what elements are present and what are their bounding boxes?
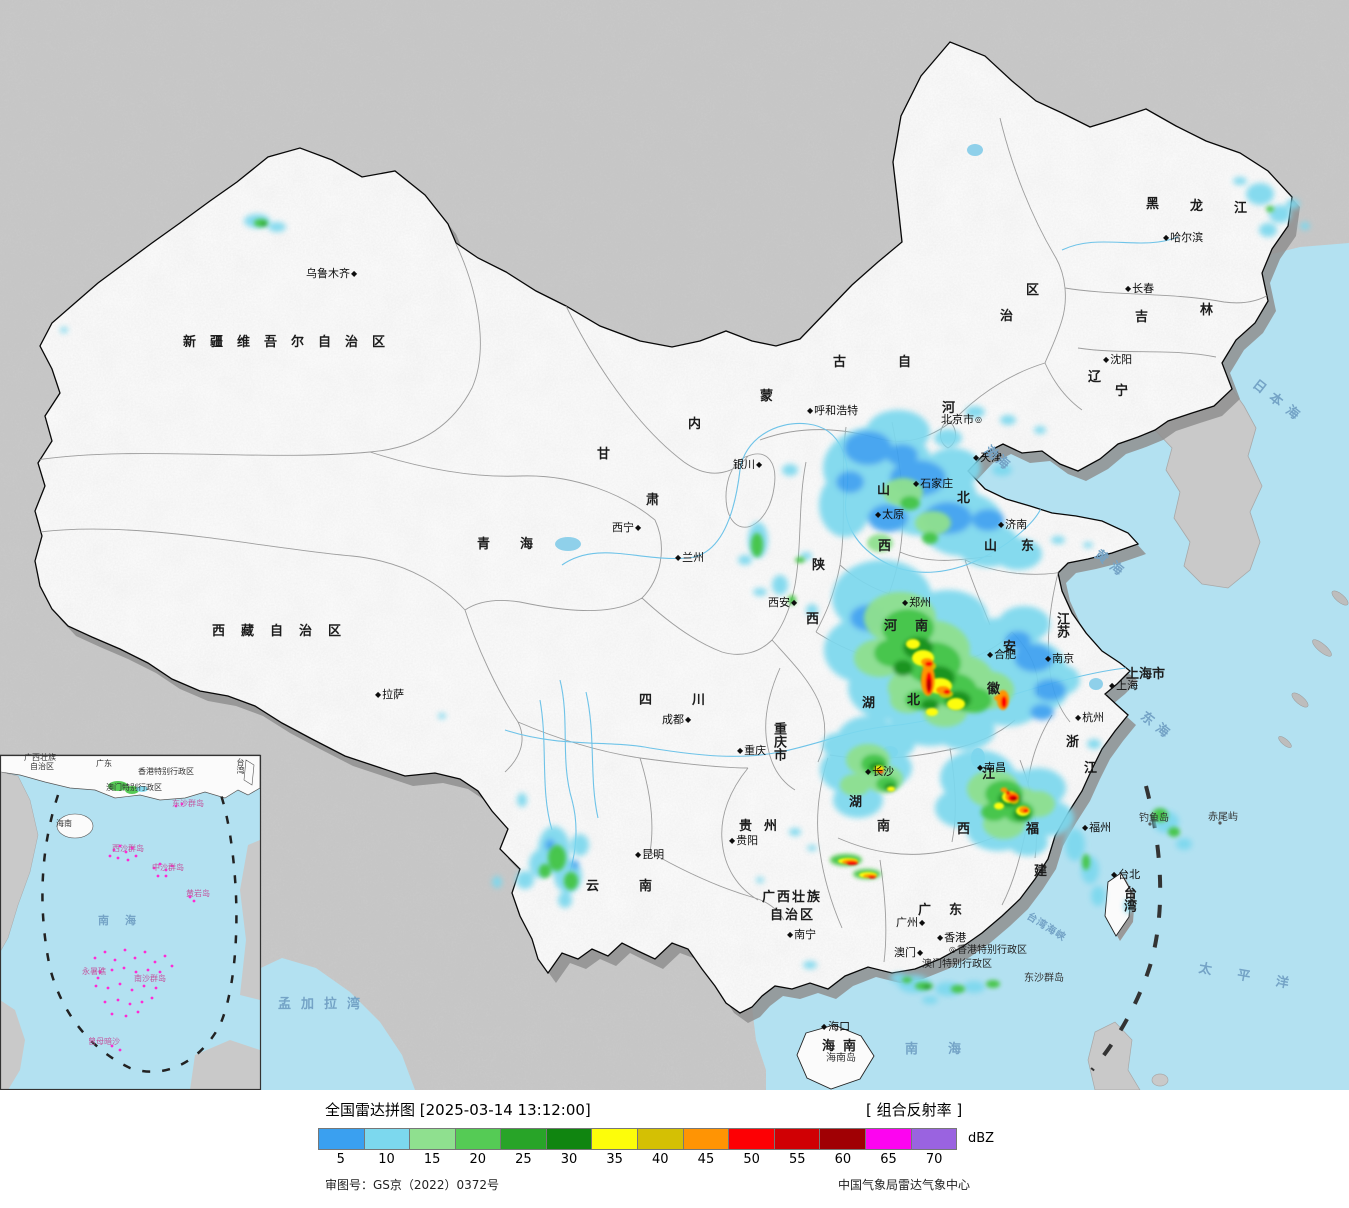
legend-color-15	[410, 1129, 456, 1149]
legend-color-70	[911, 1129, 957, 1149]
legend-color-40	[638, 1129, 684, 1149]
legend-color-10	[364, 1129, 411, 1149]
chiwei-island-dot	[1218, 821, 1222, 825]
legend-value: 50	[743, 1152, 760, 1167]
legend-value: 20	[469, 1152, 487, 1167]
legend-color-45	[683, 1129, 730, 1149]
radar-echoes	[60, 177, 1310, 1004]
nine-dash-line	[41, 791, 238, 1073]
legend-color-5	[319, 1129, 365, 1149]
legend-color-35	[592, 1129, 639, 1149]
legend-value: 65	[880, 1152, 897, 1167]
legend-colorbar	[318, 1128, 957, 1150]
legend-value: 60	[834, 1152, 852, 1167]
legend-color-20	[455, 1129, 502, 1149]
legend-color-25	[501, 1129, 547, 1149]
map-title: 全国雷达拼图 [2025-03-14 13:12:00]	[325, 1101, 591, 1119]
producer-name: 中国气象局雷达气象中心	[838, 1178, 971, 1192]
legend-value: 45	[697, 1152, 715, 1167]
legend-color-65	[865, 1129, 912, 1149]
legend-unit: dBZ	[968, 1131, 995, 1146]
legend-values-row: 5 10 15 20 25 30 35 40 45 50 55 60 65 70	[318, 1152, 957, 1167]
hainan-island	[796, 1024, 875, 1090]
legend-value: 40	[652, 1152, 669, 1167]
legend-color-30	[546, 1129, 593, 1149]
philippines	[1087, 1021, 1169, 1090]
product-name: [ 组合反射率 ]	[866, 1101, 963, 1119]
legend-value: 30	[560, 1152, 578, 1167]
legend-value: 15	[423, 1152, 441, 1167]
legend-value: 55	[788, 1152, 806, 1167]
south-china-sea-inset	[0, 754, 262, 1090]
legend-value: 35	[606, 1152, 623, 1167]
radar-map-canvas	[0, 0, 1349, 1090]
legend-value: 10	[378, 1152, 395, 1167]
legend-color-50	[729, 1129, 775, 1149]
legend-value: 25	[515, 1152, 532, 1167]
legend-panel: 全国雷达拼图 [2025-03-14 13:12:00] [ 组合反射率 ] d…	[0, 1090, 1349, 1208]
ryukyu-islands	[1278, 590, 1349, 748]
legend-color-55	[774, 1129, 821, 1149]
island-markers	[93, 802, 196, 1052]
taiwan-island	[1104, 872, 1132, 937]
diaoyu-island-dot	[1148, 822, 1152, 826]
map-approval-number: 审图号：GS京（2022）0372号	[325, 1178, 499, 1192]
legend-value: 5	[336, 1152, 345, 1167]
bay-of-bengal	[236, 958, 415, 1090]
legend-value: 70	[925, 1152, 943, 1167]
legend-color-60	[820, 1129, 866, 1149]
inset-border	[0, 754, 262, 1090]
